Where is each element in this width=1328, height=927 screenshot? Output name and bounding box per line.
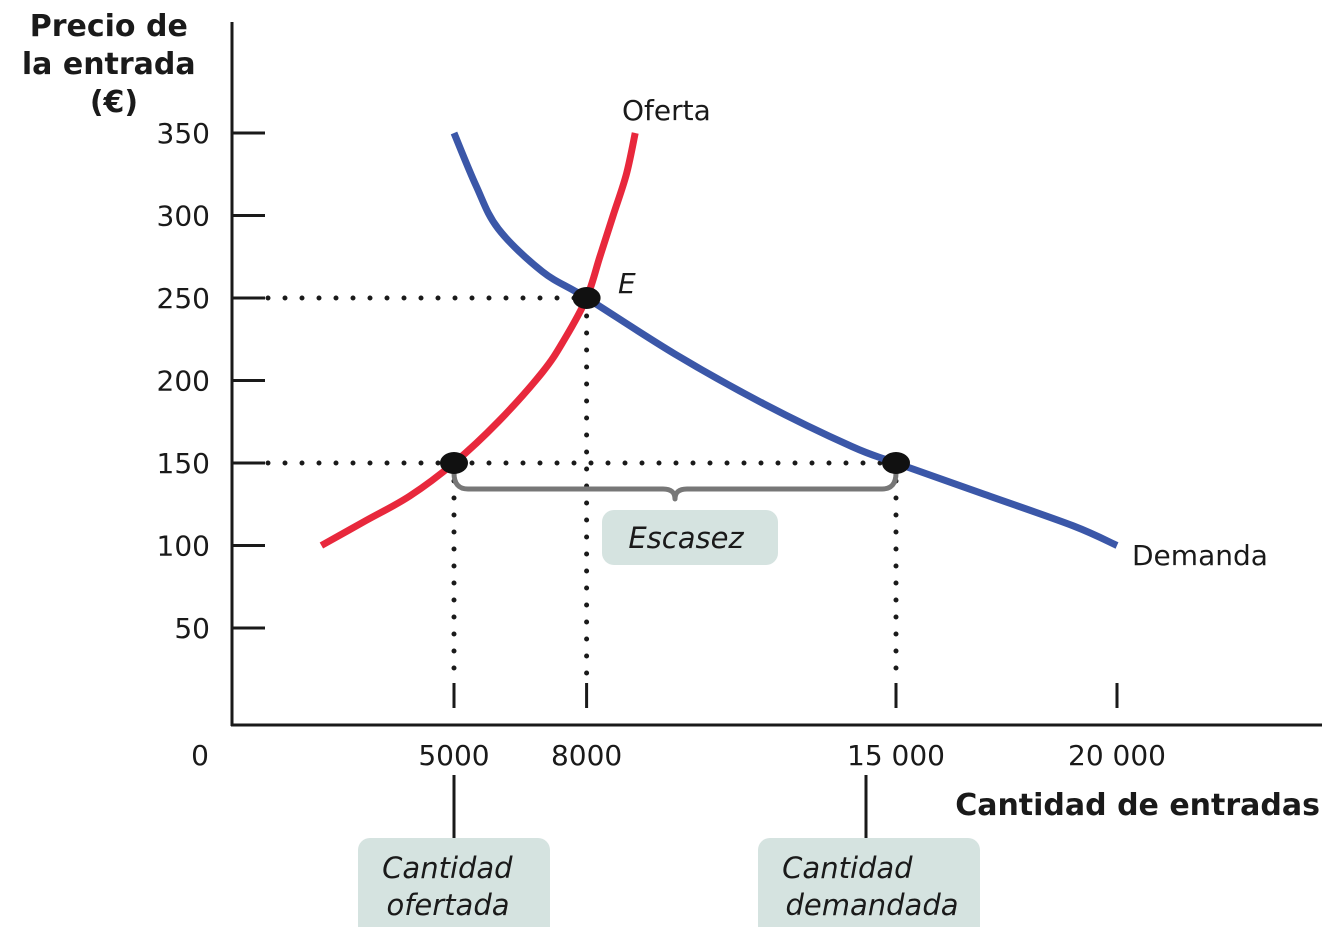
y-tick-label-100: 100 bbox=[157, 530, 210, 563]
y-axis-title-line-3: (€) bbox=[90, 85, 138, 120]
qd-box bbox=[758, 838, 980, 927]
point-1-dot bbox=[440, 452, 468, 474]
y-tick-label-200: 200 bbox=[157, 365, 210, 398]
qs-text: Cantidad ofertada bbox=[382, 851, 522, 922]
shortage-box bbox=[602, 510, 778, 565]
y-tick-label-350: 350 bbox=[157, 117, 210, 150]
shortage-bracket bbox=[451, 472, 899, 502]
supply-curve bbox=[319, 132, 639, 549]
x-tick-label-20000: 20 000 bbox=[1068, 739, 1166, 772]
y-tick-label-300: 300 bbox=[157, 200, 210, 233]
shortage-text: Escasez bbox=[628, 521, 744, 555]
qd-text-line-2: demandada bbox=[785, 888, 958, 922]
qd-text: Cantidad demandada bbox=[782, 851, 958, 922]
y-tick-label-50: 50 bbox=[174, 612, 210, 645]
equilibrium-label: E bbox=[618, 267, 636, 300]
x-tick-label-5000: 5000 bbox=[418, 739, 489, 772]
x-tick-label-8000: 8000 bbox=[551, 739, 622, 772]
origin-label: 0 bbox=[191, 739, 209, 772]
y-ticks: 50 100 150 200 250 300 350 bbox=[157, 117, 265, 645]
axes bbox=[230, 22, 1322, 727]
x-ticks: 5000 8000 15 000 20 000 bbox=[418, 683, 1166, 772]
curves bbox=[319, 131, 1119, 549]
y-axis-title: Precio de la entrada (€) bbox=[22, 9, 206, 120]
supply-label: Oferta bbox=[622, 94, 711, 127]
qs-box bbox=[358, 838, 550, 927]
demand-curve bbox=[450, 131, 1119, 549]
qs-text-line-2: ofertada bbox=[386, 888, 509, 922]
y-tick-label-150: 150 bbox=[157, 447, 210, 480]
point-2-dot bbox=[882, 452, 910, 474]
x-tick-label-15000: 15 000 bbox=[847, 739, 945, 772]
equilibrium-points bbox=[440, 287, 910, 474]
qd-text-line-1: Cantidad bbox=[782, 851, 913, 885]
y-axis-title-line-2: la entrada bbox=[22, 47, 196, 82]
demand-label: Demanda bbox=[1132, 539, 1268, 572]
y-tick-label-250: 250 bbox=[157, 282, 210, 315]
point-0-dot bbox=[572, 287, 601, 309]
guide-lines bbox=[265, 295, 899, 683]
y-axis-title-line-1: Precio de bbox=[30, 9, 188, 44]
x-axis-title: Cantidad de entradas bbox=[955, 788, 1320, 823]
qs-text-line-1: Cantidad bbox=[382, 851, 513, 885]
